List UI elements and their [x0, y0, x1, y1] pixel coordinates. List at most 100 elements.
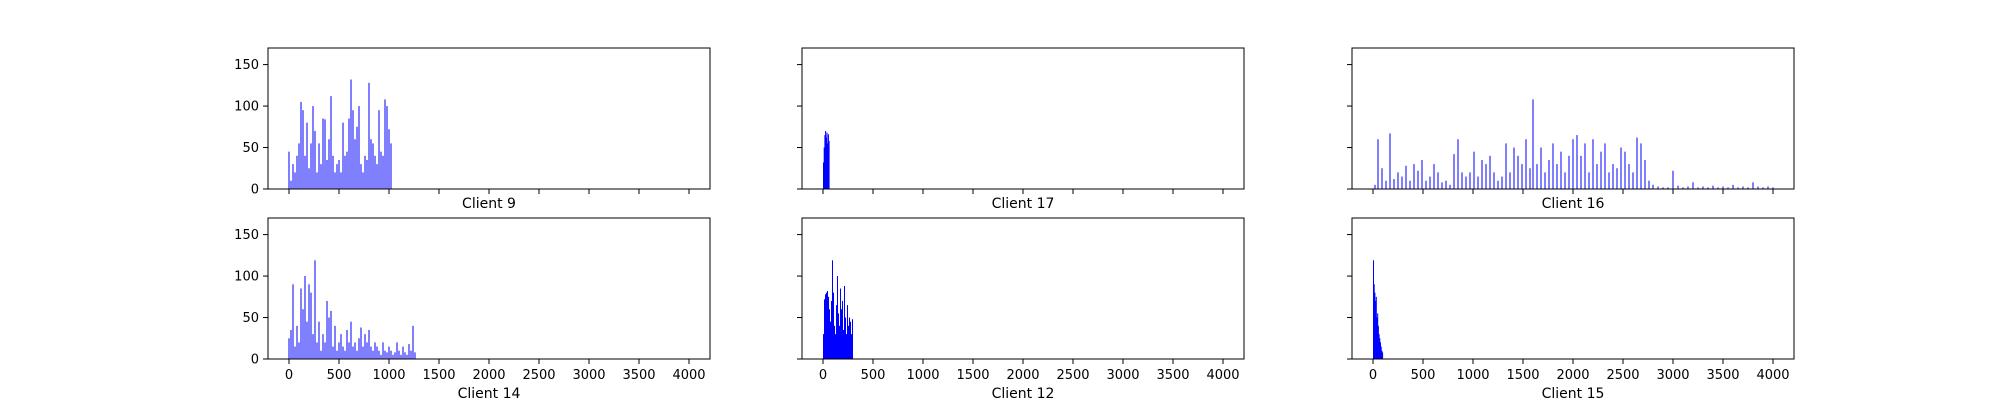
bar: [1421, 159, 1423, 189]
subplot-title: Client 15: [1542, 386, 1605, 400]
bar: [1536, 164, 1538, 189]
bar: [1584, 143, 1586, 189]
bar: [340, 172, 342, 189]
bar: [288, 338, 290, 359]
bar: [824, 135, 826, 189]
bar: [1433, 164, 1435, 189]
bar: [326, 159, 328, 189]
bar: [328, 139, 330, 189]
bar: [344, 350, 346, 359]
bar: [1397, 172, 1399, 189]
bar: [384, 350, 386, 359]
bar: [1380, 346, 1382, 359]
bar: [1702, 186, 1704, 189]
x-tick-label: 3500: [622, 368, 655, 383]
bar: [388, 129, 390, 189]
bar: [318, 143, 320, 189]
bar: [320, 164, 322, 189]
bar: [1517, 155, 1519, 189]
x-tick-label: 4000: [1206, 368, 1239, 383]
axes-frame: [801, 47, 1245, 190]
bar: [823, 147, 825, 189]
bar: [354, 139, 356, 189]
bar: [1375, 296, 1377, 359]
bar: [848, 325, 849, 359]
bar: [390, 143, 392, 189]
bar: [1477, 176, 1479, 189]
bar: [849, 317, 850, 359]
bar: [1648, 180, 1650, 189]
bar: [1449, 184, 1451, 189]
bar: [1529, 168, 1531, 189]
bar: [826, 292, 827, 359]
bar: [833, 292, 834, 359]
bar: [384, 99, 386, 189]
bar: [1687, 186, 1689, 189]
bar: [322, 118, 324, 189]
bar: [332, 346, 334, 359]
bar: [326, 300, 328, 359]
bar: [398, 350, 400, 359]
x-tick-label: 4000: [1756, 368, 1789, 383]
axes-frame: [267, 217, 711, 360]
bar: [402, 346, 404, 359]
bar: [1505, 143, 1507, 189]
bar: [308, 284, 310, 359]
bar: [836, 305, 837, 359]
bar: [366, 342, 368, 359]
bar: [851, 334, 852, 359]
bar: [1662, 187, 1664, 189]
bar: [828, 296, 829, 359]
y-tick-label: 150: [234, 228, 259, 243]
bar: [1742, 186, 1744, 189]
bar: [1632, 172, 1634, 189]
bar: [1485, 164, 1487, 189]
bar: [1576, 135, 1578, 189]
bar: [314, 130, 316, 189]
bar: [841, 309, 842, 359]
bar: [838, 313, 839, 359]
bar: [845, 317, 846, 359]
bar: [1377, 325, 1379, 359]
bar: [330, 310, 332, 359]
bar: [360, 164, 362, 189]
bar: [1767, 186, 1769, 189]
bar: [1640, 143, 1642, 189]
subplot-1: 0 50 100 150 Client 9: [234, 47, 711, 212]
bar: [829, 309, 830, 359]
bar: [1377, 139, 1379, 189]
bar: [412, 325, 414, 359]
bar: [336, 350, 338, 359]
x-tick-label: 0: [1369, 368, 1377, 383]
bar: [362, 172, 364, 189]
subplot-6: 0 500 1000 1500 2000 2500 3000 3500 4000 Client 1…: [1347, 217, 1795, 400]
axes-frame: [267, 47, 711, 190]
bar: [394, 352, 396, 359]
bar: [1644, 159, 1646, 189]
bar: [1677, 185, 1679, 189]
bar: [1378, 334, 1380, 359]
bar: [1722, 186, 1724, 189]
bar: [296, 155, 298, 189]
subplot-title: Client 17: [992, 196, 1055, 212]
x-tick-label: 2500: [1056, 368, 1089, 383]
bar: [368, 329, 370, 359]
bar: [1509, 172, 1511, 189]
bar: [1692, 182, 1694, 189]
bar: [1540, 147, 1542, 189]
bar: [290, 329, 292, 359]
x-tick-label: 4000: [672, 368, 705, 383]
bar: [1620, 147, 1622, 189]
bar: [840, 288, 841, 359]
bar: [1608, 172, 1610, 189]
x-tick-label: 2000: [1006, 368, 1039, 383]
bar: [406, 354, 408, 359]
axes-frame: [801, 217, 1245, 360]
bar: [348, 342, 350, 359]
bar: [332, 155, 334, 189]
bar: [1532, 99, 1534, 189]
bar: [330, 96, 332, 189]
y-tick-label: 150: [234, 58, 259, 73]
bar: [1657, 186, 1659, 189]
bar: [300, 101, 302, 189]
